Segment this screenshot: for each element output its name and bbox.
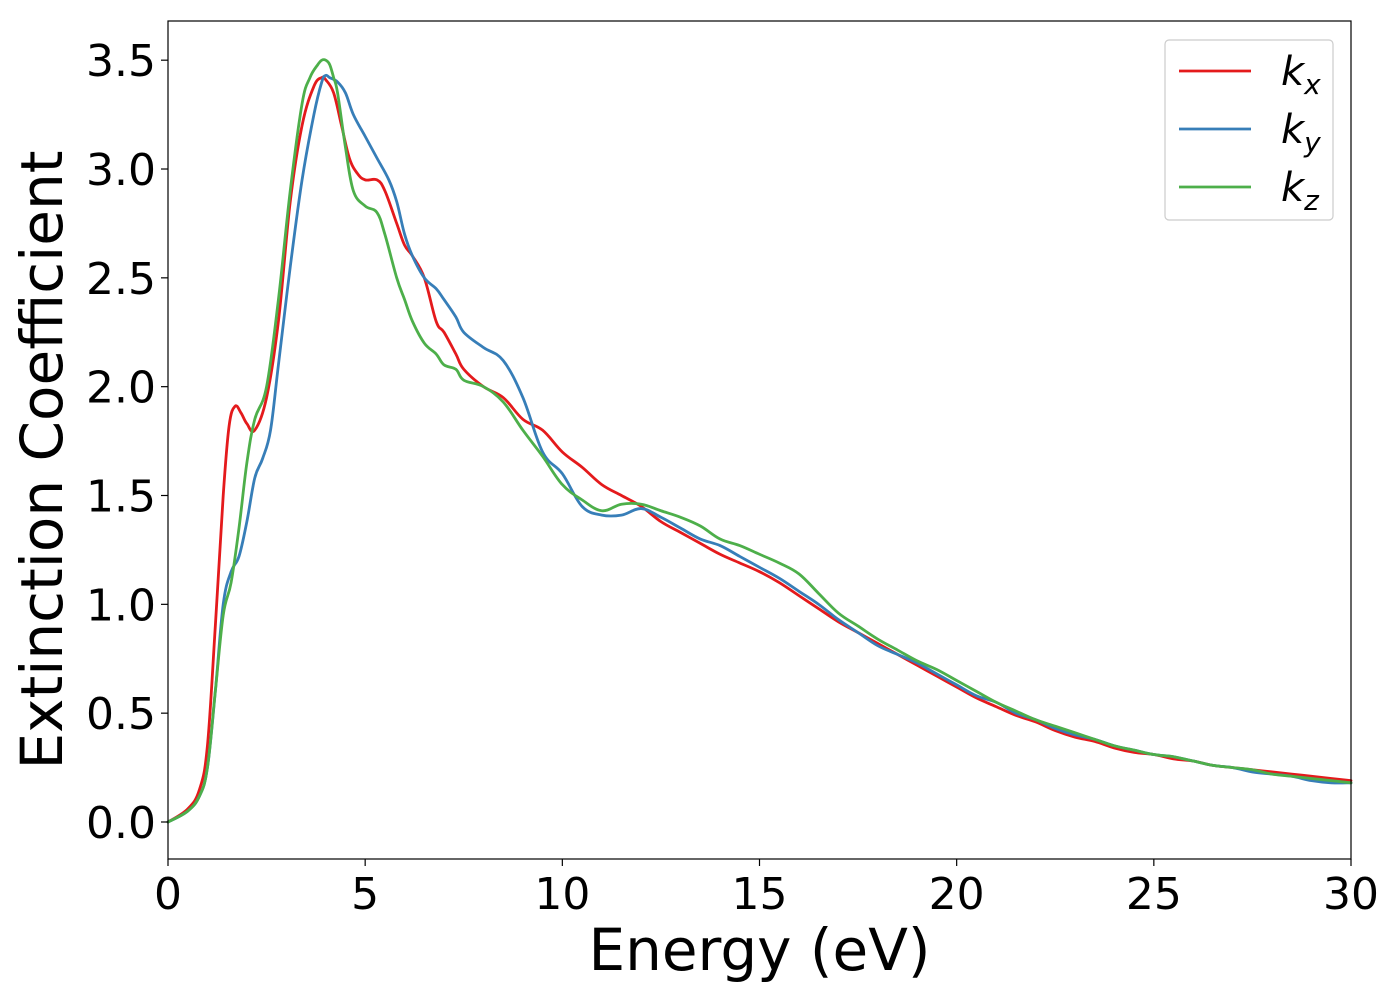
- x-tick-label: 25: [1126, 869, 1182, 920]
- legend-label-subscript: z: [1303, 184, 1320, 217]
- y-tick-label: 0.0: [86, 798, 156, 849]
- x-tick-label: 30: [1323, 869, 1379, 920]
- y-tick-label: 1.0: [86, 580, 156, 631]
- legend-label-base: k: [1281, 165, 1306, 211]
- legend-label-kx: kx: [1281, 49, 1321, 101]
- series-layer: [166, 58, 1353, 824]
- legend-label-ky: ky: [1281, 107, 1321, 159]
- x-tick-label: 10: [534, 869, 590, 920]
- x-tick-label: 20: [929, 869, 985, 920]
- legend-label-base: k: [1281, 107, 1306, 153]
- legend-label-kz: kz: [1281, 165, 1320, 217]
- x-tick-label: 15: [732, 869, 788, 920]
- y-tick-label: 1.5: [86, 472, 156, 523]
- legend-label-base: k: [1281, 49, 1306, 95]
- x-tick-label: 0: [154, 869, 182, 920]
- x-tick-label: 5: [351, 869, 379, 920]
- y-tick-label: 2.5: [86, 254, 156, 305]
- y-tick-label: 2.0: [86, 363, 156, 414]
- y-tick-label: 0.5: [86, 689, 156, 740]
- x-axis-ticks: 0 5 10 15 20 25 30: [154, 859, 1379, 920]
- series-line-kx: [166, 75, 1353, 824]
- y-tick-label: 3.5: [86, 36, 156, 87]
- y-axis-label: Extinction Coefficient: [8, 151, 76, 770]
- legend-label-subscript: y: [1303, 126, 1321, 159]
- x-axis-label: Energy (eV): [588, 916, 930, 984]
- series-line-kz: [166, 58, 1353, 824]
- y-axis-ticks: 0.0 0.5 1.0 1.5 2.0 2.5 3.0 3.5: [86, 36, 168, 849]
- legend-label-subscript: x: [1303, 68, 1321, 101]
- y-tick-label: 3.0: [86, 145, 156, 196]
